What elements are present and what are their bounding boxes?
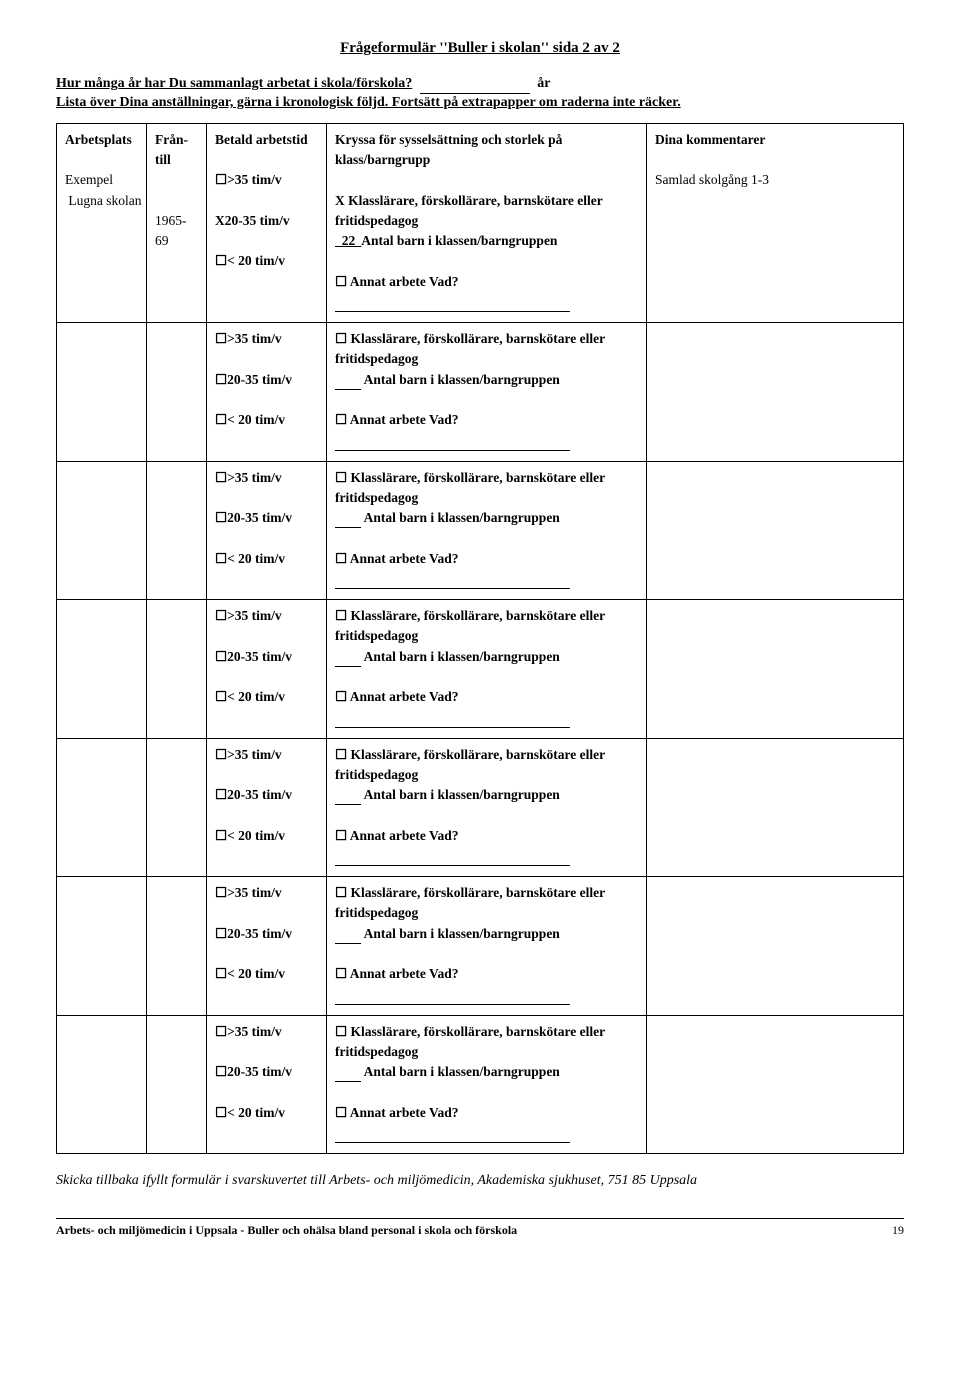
cell-kommentarer[interactable] <box>647 877 904 1016</box>
cell-arbetstid[interactable]: ☐>35 tim/v ☐20-35 tim/v ☐< 20 tim/v <box>207 461 327 600</box>
table-row: Arbetsplats Exempel Lugna skolan Från- t… <box>57 123 904 322</box>
instruction-list: Lista över Dina anställningar, gärna i k… <box>56 95 681 110</box>
page-number: 19 <box>892 1223 904 1238</box>
cell-arbetstid[interactable]: ☐>35 tim/v ☐20-35 tim/v ☐< 20 tim/v <box>207 600 327 739</box>
page-footer: Arbets- och miljömedicin i Uppsala - Bul… <box>56 1218 904 1238</box>
cell-kommentarer[interactable] <box>647 738 904 877</box>
cell-arbetstid[interactable]: ☐>35 tim/v ☐20-35 tim/v ☐< 20 tim/v <box>207 1015 327 1154</box>
cell-sysselsattning[interactable]: ☐ Klasslärare, förskollärare, barnskötar… <box>327 600 647 739</box>
cell-sysselsattning[interactable]: ☐ Klasslärare, förskollärare, barnskötar… <box>327 323 647 462</box>
cell-fran-till[interactable] <box>147 600 207 739</box>
cell-fran-till[interactable] <box>147 877 207 1016</box>
cell-fran-till[interactable] <box>147 1015 207 1154</box>
cell-kommentarer[interactable] <box>647 461 904 600</box>
table-row: ☐>35 tim/v ☐20-35 tim/v ☐< 20 tim/v ☐ Kl… <box>57 323 904 462</box>
return-instruction: Skicka tillbaka ifyllt formulär i svarsk… <box>56 1172 904 1190</box>
footer-source: Arbets- och miljömedicin i Uppsala - Bul… <box>56 1223 517 1238</box>
cell-sysselsattning[interactable]: ☐ Klasslärare, förskollärare, barnskötar… <box>327 461 647 600</box>
table-row: ☐>35 tim/v ☐20-35 tim/v ☐< 20 tim/v ☐ Kl… <box>57 600 904 739</box>
annat-blank[interactable] <box>335 311 570 312</box>
cell-arbetsplats[interactable] <box>57 1015 147 1154</box>
cell-arbetstid[interactable]: ☐>35 tim/v ☐20-35 tim/v ☐< 20 tim/v <box>207 323 327 462</box>
cell-arbetstid[interactable]: ☐>35 tim/v ☐20-35 tim/v ☐< 20 tim/v <box>207 877 327 1016</box>
form-title: Frågeformulär ''Buller i skolan'' sida 2… <box>56 40 904 57</box>
table-row: ☐>35 tim/v ☐20-35 tim/v ☐< 20 tim/v ☐ Kl… <box>57 877 904 1016</box>
cell-kommentarer[interactable] <box>647 1015 904 1154</box>
preamble: Hur många år har Du sammanlagt arbetat i… <box>56 75 904 113</box>
cell-fran-till[interactable] <box>147 461 207 600</box>
table-row: ☐>35 tim/v ☐20-35 tim/v ☐< 20 tim/v ☐ Kl… <box>57 461 904 600</box>
employment-table: Arbetsplats Exempel Lugna skolan Från- t… <box>56 123 904 1154</box>
cell-arbetsplats[interactable] <box>57 323 147 462</box>
question-years-worked: Hur många år har Du sammanlagt arbetat i… <box>56 76 412 91</box>
cell-kommentarer[interactable] <box>647 600 904 739</box>
table-row: ☐>35 tim/v ☐20-35 tim/v ☐< 20 tim/v ☐ Kl… <box>57 738 904 877</box>
table-row: ☐>35 tim/v ☐20-35 tim/v ☐< 20 tim/v ☐ Kl… <box>57 1015 904 1154</box>
cell-arbetsplats[interactable] <box>57 877 147 1016</box>
col-kommentarer: Dina kommentarer Samlad skolgång 1-3 <box>647 123 904 322</box>
cell-arbetsplats[interactable] <box>57 600 147 739</box>
years-suffix: år <box>537 76 550 91</box>
cell-arbetsplats[interactable] <box>57 738 147 877</box>
cell-sysselsattning[interactable]: ☐ Klasslärare, förskollärare, barnskötar… <box>327 877 647 1016</box>
cell-fran-till[interactable] <box>147 323 207 462</box>
years-blank[interactable] <box>420 93 530 94</box>
cell-sysselsattning[interactable]: ☐ Klasslärare, förskollärare, barnskötar… <box>327 738 647 877</box>
col-arbetstid: Betald arbetstid ☐>35 tim/v X20-35 tim/v… <box>207 123 327 322</box>
cell-sysselsattning[interactable]: ☐ Klasslärare, förskollärare, barnskötar… <box>327 1015 647 1154</box>
cell-kommentarer[interactable] <box>647 323 904 462</box>
col-sysselsattning: Kryssa för sysselsättning och storlek på… <box>327 123 647 322</box>
col-arbetsplats: Arbetsplats Exempel Lugna skolan <box>57 123 147 322</box>
cell-arbetsplats[interactable] <box>57 461 147 600</box>
cell-arbetstid[interactable]: ☐>35 tim/v ☐20-35 tim/v ☐< 20 tim/v <box>207 738 327 877</box>
col-fran-till: Från- till 1965-69 <box>147 123 207 322</box>
cell-fran-till[interactable] <box>147 738 207 877</box>
